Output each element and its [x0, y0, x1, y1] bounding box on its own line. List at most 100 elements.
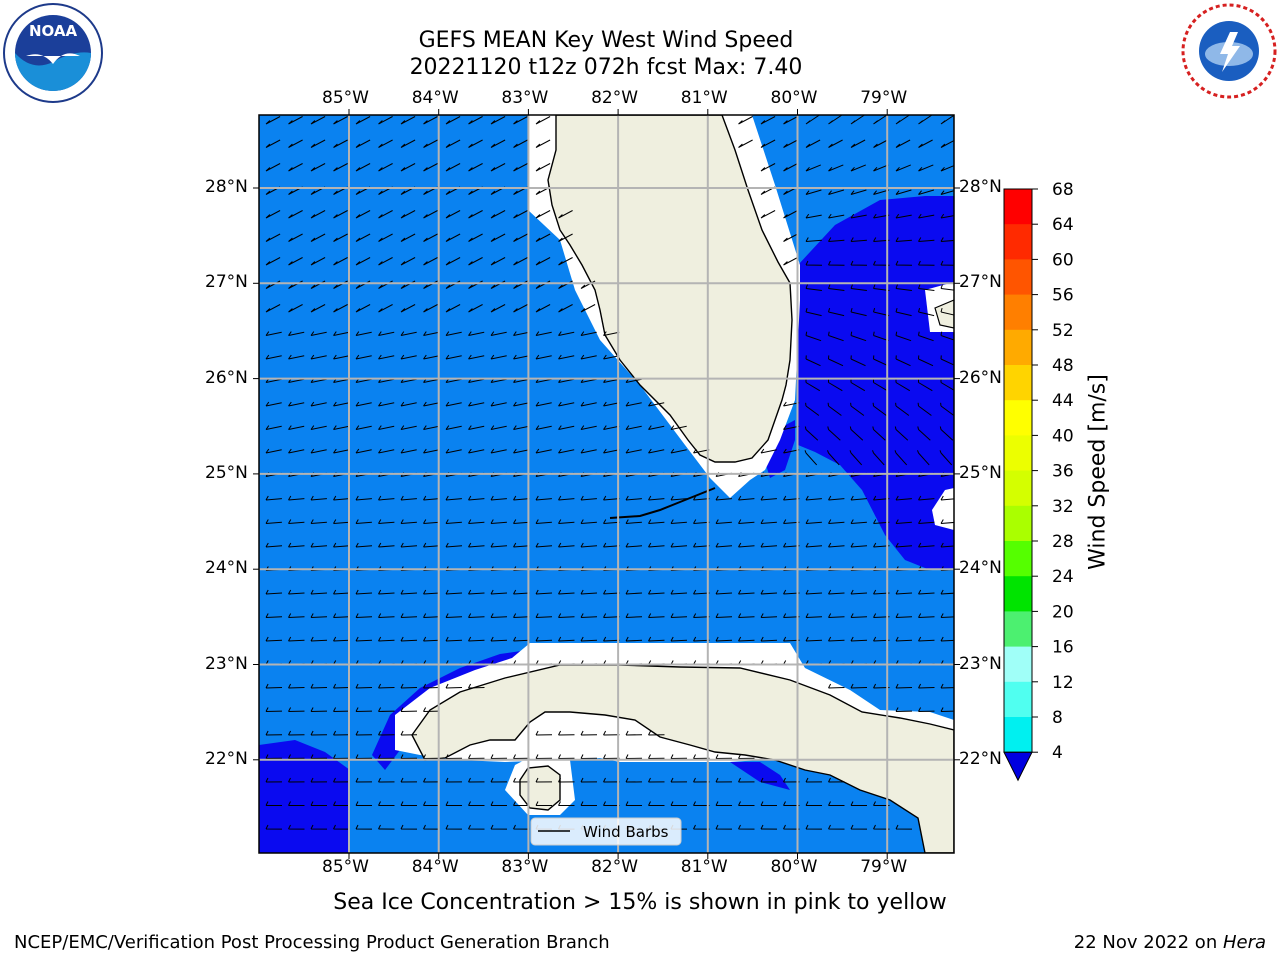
wind-barb — [828, 237, 845, 242]
wind-barb — [288, 683, 305, 689]
wind-barb — [558, 257, 573, 266]
lat-label-right: 25°N — [959, 462, 1002, 483]
wind-barb — [670, 754, 688, 759]
wind-barb — [333, 777, 350, 783]
wind-barb — [400, 448, 417, 454]
footer-date-text: 22 Nov 2022 on — [1073, 932, 1223, 953]
wind-barb — [378, 280, 393, 289]
wind-barb — [895, 613, 913, 618]
colorbar-segment — [1004, 294, 1032, 331]
wind-barb — [738, 754, 755, 759]
wind-barb — [940, 284, 954, 291]
wind-barb — [355, 495, 372, 501]
wind-barb — [670, 777, 688, 783]
wind-barb — [513, 304, 528, 313]
wind-barb — [445, 448, 462, 454]
wind-barb — [783, 210, 798, 219]
wind-barb — [760, 777, 778, 783]
wind-barb — [445, 304, 461, 313]
wind-barb — [513, 519, 530, 524]
wind-barb — [490, 613, 508, 618]
wind-barb — [310, 495, 327, 501]
wind-barb — [468, 331, 485, 336]
wind-barb — [580, 448, 597, 454]
lat-label-left: 24°N — [205, 558, 248, 579]
dark-ocean-cuba-south — [730, 762, 790, 790]
wind-barb — [288, 331, 305, 336]
wind-barb — [895, 636, 913, 642]
wind-barb — [805, 824, 823, 830]
wind-barb — [513, 613, 530, 618]
wind-barb — [558, 495, 575, 501]
wind-barb — [828, 613, 845, 618]
colorbar-segment — [1004, 224, 1032, 260]
wind-barb — [828, 260, 845, 266]
wind-barb — [513, 257, 528, 266]
wind-barb — [423, 163, 438, 172]
wind-barb — [917, 402, 932, 416]
wind-barb — [850, 355, 866, 367]
wind-barb — [468, 448, 485, 454]
wind-barb — [603, 425, 620, 430]
wind-barb — [625, 448, 642, 454]
wind-barb — [310, 777, 328, 783]
wind-barb — [445, 257, 461, 266]
wind-barb — [400, 304, 416, 313]
wind-barb — [310, 613, 328, 618]
wind-barb — [827, 450, 840, 466]
wind-barb — [355, 331, 372, 336]
wind-barb — [940, 140, 954, 148]
wind-barb — [333, 233, 348, 242]
wind-barb — [333, 495, 350, 501]
wind-barb — [513, 495, 530, 501]
wind-barb — [355, 139, 371, 148]
wind-barb — [558, 613, 575, 618]
wind-barb — [445, 589, 463, 595]
wind-barb — [423, 448, 440, 454]
wind-barb — [760, 613, 778, 618]
wind-barb — [265, 542, 283, 548]
wind-barb — [670, 636, 688, 642]
wind-barb — [873, 115, 888, 125]
wind-barb — [895, 589, 913, 595]
wind-barb — [468, 304, 483, 313]
wind-barb — [738, 139, 753, 148]
wind-barb — [648, 495, 665, 501]
wind-barb — [895, 115, 910, 125]
wind-barb — [310, 280, 326, 289]
colorbar-segment — [1004, 189, 1032, 225]
wind-barb — [558, 304, 573, 313]
wind-barb — [535, 210, 551, 219]
wind-barb — [828, 495, 845, 501]
wind-barb — [535, 331, 552, 336]
wind-barb — [648, 777, 665, 783]
wind-barb — [558, 777, 575, 783]
wind-barb — [490, 163, 506, 172]
wind-barb — [265, 495, 282, 501]
lon-label-bottom: 85°W — [322, 857, 369, 877]
wind-barb — [333, 801, 350, 806]
wind-barb — [535, 636, 553, 642]
wind-barb — [468, 542, 485, 548]
wind-barb — [378, 730, 395, 736]
wind-barb — [333, 519, 350, 524]
wind-barb — [783, 116, 798, 125]
wind-barb — [445, 683, 463, 689]
wind-barb — [535, 163, 551, 172]
lon-label-bottom: 79°W — [860, 857, 908, 877]
wind-barb — [535, 425, 552, 430]
isla-juventud-land — [519, 765, 561, 811]
wind-barb — [535, 777, 553, 783]
wind-barb — [850, 189, 867, 195]
wind-barb — [918, 636, 935, 642]
wind-barb — [400, 589, 418, 595]
wind-barb — [333, 707, 350, 712]
wind-barb — [378, 257, 393, 266]
wind-barb — [895, 237, 912, 242]
wind-barb — [625, 401, 642, 407]
wind-barb — [648, 730, 665, 736]
wind-barb — [783, 257, 798, 266]
wind-barb — [288, 401, 305, 407]
bahamas-halo-south — [932, 488, 954, 530]
wind-barb — [490, 116, 506, 125]
